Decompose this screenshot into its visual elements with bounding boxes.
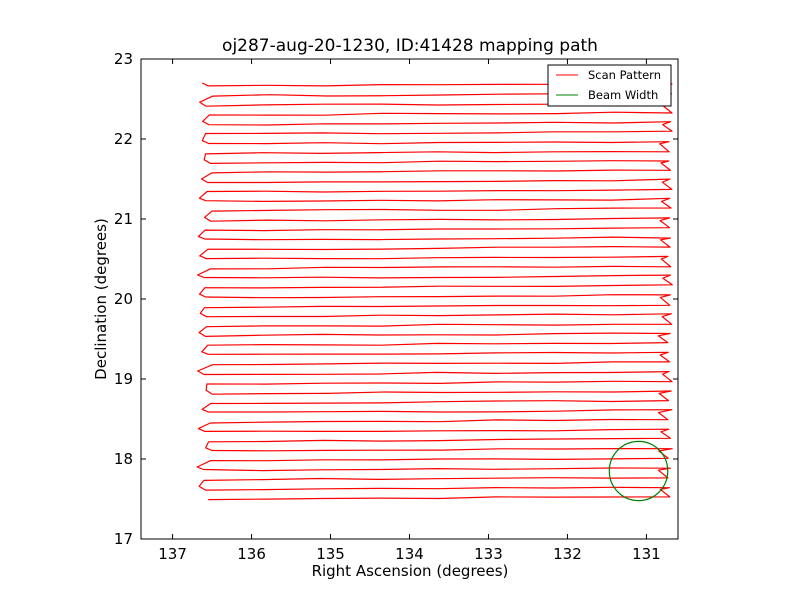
beam-width-series [608, 440, 669, 502]
x-axis-label: Right Ascension (degrees) [312, 562, 509, 580]
y-axis-label: Declination (degrees) [92, 218, 110, 380]
x-tick-label: 136 [237, 545, 266, 563]
y-tick-label: 22 [114, 130, 133, 148]
x-tick-label: 132 [553, 545, 582, 563]
y-tick-label: 19 [114, 370, 133, 388]
y-tick-label: 17 [114, 530, 133, 548]
chart-title: oj287-aug-20-1230, ID:41428 mapping path [222, 36, 598, 56]
x-axis: 137 136 135 134 133 132 131 [158, 59, 661, 563]
y-tick-label: 21 [114, 210, 133, 228]
legend-label-beam-width: Beam Width [588, 88, 658, 102]
x-tick-label: 134 [395, 545, 424, 563]
y-tick-label: 20 [114, 290, 133, 308]
x-tick-label: 131 [632, 545, 661, 563]
x-tick-label: 135 [316, 545, 345, 563]
scan-pattern-line [196, 82, 673, 501]
scan-pattern-series [196, 82, 673, 501]
x-tick-label: 137 [158, 545, 187, 563]
y-tick-label: 18 [114, 450, 133, 468]
legend: Scan Pattern Beam Width [547, 64, 672, 107]
y-axis: 17 18 19 20 21 22 23 [114, 50, 678, 548]
legend-box [547, 64, 672, 107]
legend-label-scan-pattern: Scan Pattern [588, 68, 661, 82]
y-tick-label: 23 [114, 50, 133, 68]
beam-width-circle [608, 440, 669, 502]
x-tick-label: 133 [474, 545, 503, 563]
